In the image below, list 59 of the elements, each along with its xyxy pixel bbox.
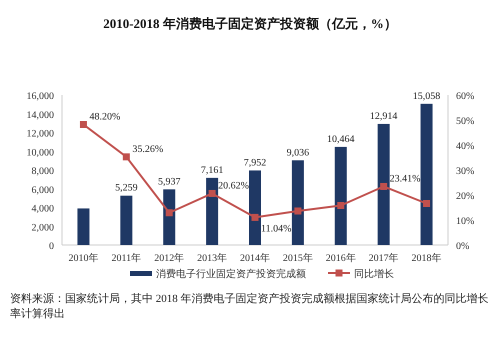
y-tick-label: 4,000 — [32, 204, 54, 214]
data-label: 23.41% — [390, 173, 421, 184]
y-tick-label: 14,000 — [26, 110, 54, 121]
data-label: 7,952 — [244, 157, 266, 168]
legend-label: 消费电子行业固定资产投资完成额 — [156, 268, 306, 280]
data-label: 15,058 — [412, 90, 440, 102]
y2-tick-label: 20% — [456, 191, 474, 202]
x-tick-label: 2014年 — [240, 252, 270, 264]
y2-tick-label: 60% — [456, 91, 474, 102]
point — [80, 121, 87, 128]
point — [252, 214, 258, 221]
y2-tick-label: 40% — [456, 141, 474, 152]
bar — [120, 196, 132, 245]
x-tick-label: 2016年 — [326, 252, 356, 264]
data-label: 5,259 — [115, 182, 138, 194]
y-tick-label: 8,000 — [32, 166, 54, 177]
data-label: 11.04% — [261, 223, 292, 234]
y-tick-label: 12,000 — [26, 128, 54, 140]
bar — [334, 146, 347, 245]
x-tick-label: 2018年 — [412, 252, 442, 264]
bar — [292, 160, 304, 245]
y2-tick-label: 50% — [456, 116, 474, 127]
data-label: 20.62% — [218, 180, 249, 192]
legend-label: 同比增长 — [354, 268, 394, 280]
bar — [378, 124, 390, 245]
y-tick-label: 2,000 — [32, 222, 54, 234]
data-label: 35.26% — [132, 144, 164, 155]
data-label: 10,464 — [327, 134, 355, 145]
point — [166, 209, 173, 216]
x-tick-label: 2010年 — [68, 252, 98, 264]
data-label: 12,914 — [370, 110, 398, 122]
text: 资料来源：国家统计局，其中 2018 年消费电子固定资产投资完成额根据国家统计局公布的同比增长率计算得出 — [10, 292, 490, 322]
data-label: 5,937 — [158, 176, 180, 188]
point — [337, 202, 344, 209]
bar — [206, 178, 218, 245]
y-tick-label: 16,000 — [26, 91, 54, 102]
x-tick-label: 2011年 — [112, 252, 142, 264]
x-tick-label: 2012年 — [154, 252, 184, 264]
point — [423, 200, 430, 207]
bar — [77, 208, 90, 245]
point — [294, 208, 302, 214]
point — [122, 153, 130, 160]
y2-tick-label: 10% — [456, 216, 474, 227]
x-tick-label: 2015年 — [282, 252, 313, 264]
y-tick-label: 6,000 — [32, 184, 54, 196]
data-label: 9,036 — [286, 147, 310, 158]
bar — [248, 170, 262, 245]
point — [208, 190, 216, 197]
y-tick-label: 0 — [49, 241, 54, 252]
chart-title: 2010-2018 年消费电子固定资产投资额（亿元，%） — [103, 16, 397, 31]
y-tick-label: 10,000 — [26, 147, 54, 158]
y2-tick-label: 30% — [456, 166, 474, 177]
x-tick-label: 2013年 — [197, 252, 228, 264]
data-label: 48.20% — [89, 112, 120, 122]
point — [380, 182, 388, 190]
data-label: 7,161 — [200, 164, 224, 176]
bar — [420, 104, 433, 245]
x-tick-label: 2017年 — [368, 252, 399, 264]
y2-tick-label: 0% — [456, 241, 470, 252]
